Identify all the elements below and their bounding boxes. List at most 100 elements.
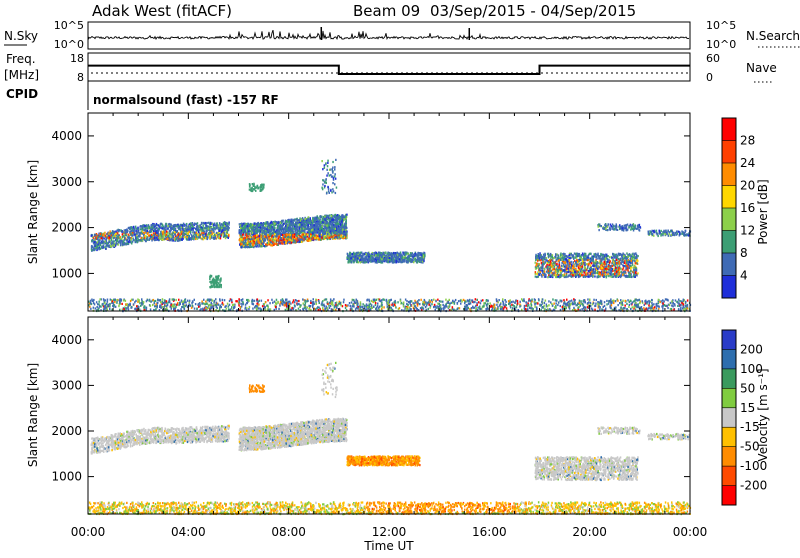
scatter-point bbox=[321, 236, 323, 238]
scatter-point bbox=[295, 241, 297, 243]
scatter-point bbox=[248, 231, 250, 233]
scatter-point bbox=[166, 234, 168, 236]
scatter-point bbox=[102, 247, 104, 249]
scatter-point bbox=[356, 257, 358, 259]
scatter-point bbox=[247, 246, 249, 248]
nsearch-tick-top: 10^5 bbox=[706, 19, 736, 32]
scatter-point bbox=[306, 221, 308, 223]
scatter-point bbox=[552, 269, 554, 271]
scatter-point bbox=[153, 226, 155, 228]
scatter-point bbox=[108, 237, 110, 239]
scatter-point bbox=[294, 233, 296, 235]
scatter-point bbox=[175, 225, 177, 227]
scatter-point bbox=[331, 224, 333, 226]
scatter-point bbox=[329, 219, 331, 221]
scatter-point bbox=[280, 238, 282, 240]
scatter-point bbox=[342, 224, 344, 226]
scatter-point bbox=[254, 242, 256, 244]
scatter-point bbox=[104, 242, 106, 244]
scatter-point bbox=[344, 225, 346, 227]
scatter-point bbox=[373, 257, 375, 259]
scatter-point bbox=[291, 241, 293, 243]
scatter-point bbox=[348, 255, 350, 257]
scatter-point bbox=[126, 229, 128, 231]
scatter-point bbox=[262, 243, 264, 245]
scatter-point bbox=[216, 222, 218, 224]
scatter-point bbox=[319, 235, 321, 237]
nsky-line bbox=[88, 30, 689, 40]
scatter-point bbox=[395, 257, 397, 259]
scatter-point bbox=[402, 256, 404, 258]
scatter-point bbox=[360, 261, 362, 263]
nave-tick-top: 60 bbox=[706, 52, 720, 65]
scatter-point bbox=[379, 260, 381, 262]
scatter-point bbox=[225, 225, 227, 227]
scatter-point bbox=[287, 240, 289, 242]
scatter-point bbox=[159, 237, 161, 239]
scatter-point bbox=[299, 238, 301, 240]
scatter-point bbox=[345, 215, 347, 217]
scatter-point bbox=[108, 244, 110, 246]
scatter-point bbox=[255, 245, 257, 247]
scatter-point bbox=[312, 222, 314, 224]
scatter-point bbox=[413, 254, 415, 256]
scatter-point bbox=[252, 232, 254, 234]
scatter-point bbox=[599, 275, 601, 277]
scatter-point bbox=[316, 222, 318, 224]
scatter-point bbox=[245, 246, 247, 248]
scatter-point bbox=[118, 230, 120, 232]
scatter-point bbox=[329, 229, 331, 231]
scatter-point bbox=[631, 276, 633, 278]
scatter-point bbox=[415, 254, 417, 256]
scatter-point bbox=[135, 235, 137, 237]
scatter-point bbox=[317, 215, 319, 217]
scatter-point bbox=[299, 241, 301, 243]
scatter-point bbox=[301, 241, 303, 243]
scatter-point bbox=[160, 233, 162, 235]
scatter-point bbox=[252, 227, 254, 229]
scatter-point bbox=[297, 226, 299, 228]
scatter-point bbox=[207, 238, 209, 240]
scatter-point bbox=[282, 243, 284, 245]
scatter-point bbox=[253, 244, 255, 246]
scatter-point bbox=[334, 231, 336, 233]
scatter-point bbox=[114, 231, 116, 233]
scatter-point bbox=[133, 228, 135, 230]
scatter-point bbox=[213, 229, 215, 231]
scatter-point bbox=[379, 257, 381, 259]
scatter-point bbox=[278, 242, 280, 244]
scatter-point bbox=[288, 219, 290, 221]
scatter-point bbox=[117, 244, 119, 246]
scatter-point bbox=[351, 261, 353, 263]
scatter-point bbox=[103, 233, 105, 235]
freq-trace bbox=[88, 66, 690, 74]
scatter-point bbox=[104, 240, 106, 242]
scatter-point bbox=[186, 232, 188, 234]
scatter-point bbox=[262, 235, 264, 237]
scatter-point bbox=[331, 236, 333, 238]
scatter-point bbox=[328, 224, 330, 226]
scatter-point bbox=[177, 233, 179, 235]
scatter-point bbox=[145, 240, 147, 242]
scatter-point bbox=[216, 232, 218, 234]
scatter-point bbox=[244, 229, 246, 231]
scatter-point bbox=[326, 218, 328, 220]
scatter-point bbox=[409, 258, 411, 260]
scatter-point bbox=[326, 221, 328, 223]
scatter-point bbox=[285, 225, 287, 227]
scatter-point bbox=[196, 234, 198, 236]
scatter-point bbox=[100, 248, 102, 250]
scatter-point bbox=[420, 254, 422, 256]
scatter-point bbox=[116, 235, 118, 237]
scatter-point bbox=[340, 235, 342, 237]
scatter-point bbox=[128, 241, 130, 243]
scatter-point bbox=[216, 234, 218, 236]
scatter-point bbox=[413, 261, 415, 263]
cpid-text: normalsound (fast) -157 RF bbox=[93, 93, 279, 107]
scatter-point bbox=[114, 245, 116, 247]
scatter-point bbox=[299, 227, 301, 229]
scatter-point bbox=[143, 234, 145, 236]
scatter-point bbox=[249, 227, 251, 229]
scatter-point bbox=[162, 228, 164, 230]
scatter-point bbox=[203, 222, 205, 224]
